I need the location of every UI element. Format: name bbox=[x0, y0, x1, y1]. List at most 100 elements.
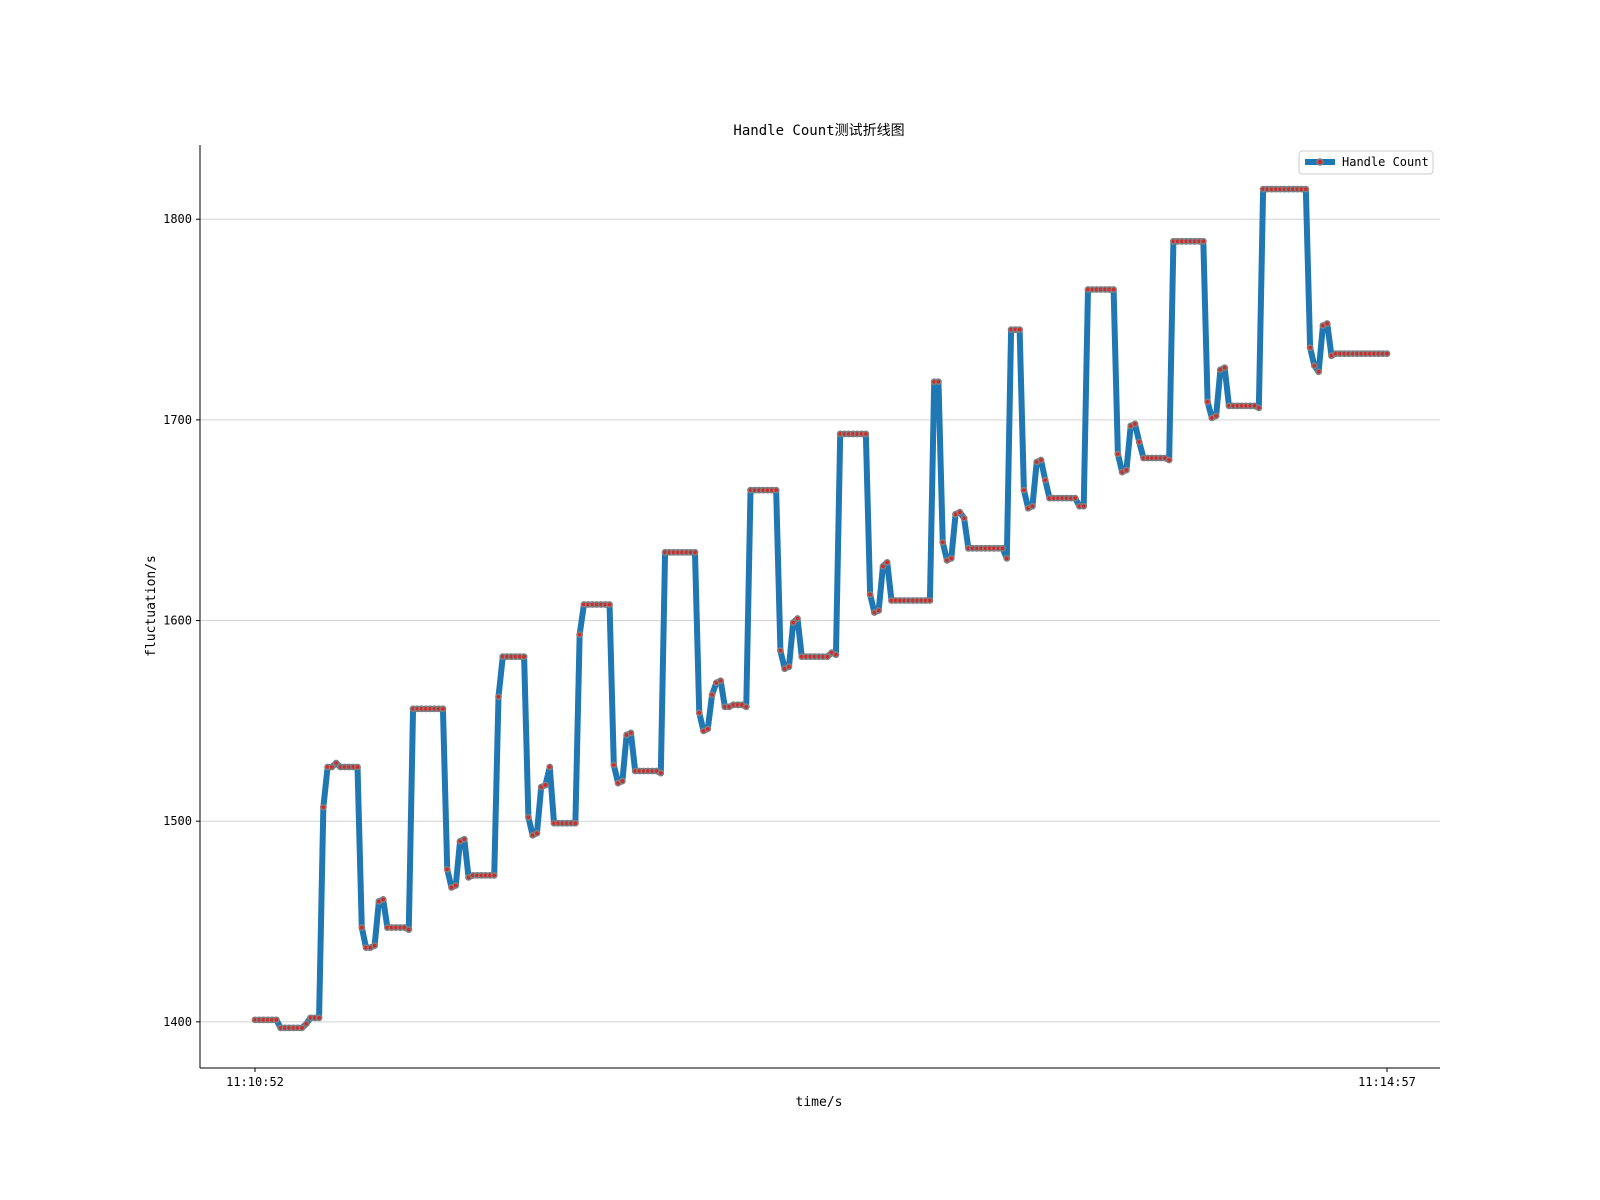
data-point bbox=[610, 761, 618, 769]
x-axis-label: time/s bbox=[796, 1095, 843, 1110]
data-point bbox=[875, 607, 883, 614]
data-point bbox=[789, 619, 797, 626]
data-point bbox=[1016, 326, 1024, 333]
series-line-handle-count bbox=[255, 186, 1387, 1031]
data-point bbox=[1255, 404, 1263, 412]
data-point bbox=[1221, 364, 1229, 372]
data-point bbox=[272, 1016, 280, 1024]
data-point bbox=[1114, 450, 1122, 458]
data-point bbox=[1080, 502, 1088, 510]
data-point bbox=[1383, 350, 1391, 358]
data-point bbox=[832, 651, 840, 659]
data-point bbox=[298, 1024, 306, 1032]
gridlines bbox=[200, 218, 1440, 1023]
data-point bbox=[657, 769, 665, 777]
data-point bbox=[443, 865, 451, 873]
data-point bbox=[939, 538, 947, 546]
legend-marker-swatch bbox=[1316, 158, 1324, 166]
data-point bbox=[717, 677, 725, 685]
data-point bbox=[495, 693, 502, 701]
axes bbox=[199, 145, 1440, 1069]
data-point bbox=[379, 896, 387, 903]
data-point bbox=[883, 558, 891, 566]
data-point bbox=[1029, 502, 1036, 510]
data-point bbox=[533, 829, 541, 837]
data-point bbox=[1306, 344, 1314, 352]
chart-title: Handle Count测试折线图 bbox=[733, 123, 904, 139]
data-point bbox=[1131, 420, 1139, 428]
data-point bbox=[866, 591, 874, 598]
data-point bbox=[708, 691, 716, 699]
data-point bbox=[627, 729, 635, 737]
data-point bbox=[328, 763, 336, 771]
data-point bbox=[879, 562, 887, 570]
data-point bbox=[935, 378, 942, 386]
data-point bbox=[794, 615, 801, 622]
data-point bbox=[742, 703, 750, 711]
data-point bbox=[777, 647, 784, 655]
data-point bbox=[332, 759, 340, 767]
y-tick-label: 1400 bbox=[163, 1015, 192, 1029]
data-point bbox=[358, 924, 366, 931]
data-point bbox=[618, 777, 626, 785]
y-axis-label: fluctuation/s bbox=[144, 555, 159, 657]
data-point bbox=[354, 763, 361, 771]
data-point bbox=[704, 725, 712, 733]
y-tick-label: 1800 bbox=[163, 212, 192, 226]
data-point bbox=[439, 705, 447, 713]
data-point bbox=[824, 653, 831, 661]
data-point bbox=[1212, 412, 1220, 420]
data-point bbox=[960, 514, 968, 522]
data-point bbox=[1071, 494, 1079, 502]
data-point bbox=[460, 835, 468, 843]
y-tick-label: 1500 bbox=[163, 814, 192, 828]
series-handle-count bbox=[251, 185, 1391, 1032]
data-point bbox=[862, 430, 870, 438]
data-point bbox=[956, 508, 964, 516]
data-point bbox=[452, 882, 460, 889]
data-point bbox=[1315, 368, 1323, 376]
data-point bbox=[691, 548, 699, 556]
data-point bbox=[1041, 476, 1049, 484]
data-point bbox=[520, 653, 528, 661]
legend: Handle Count bbox=[1298, 150, 1434, 175]
data-point bbox=[785, 663, 793, 671]
data-point bbox=[1123, 466, 1130, 474]
data-point bbox=[319, 803, 327, 811]
data-point bbox=[1110, 286, 1118, 293]
y-tick-label: 1700 bbox=[163, 413, 192, 427]
data-point bbox=[490, 871, 498, 879]
data-point bbox=[571, 819, 579, 827]
data-point bbox=[695, 709, 703, 717]
data-point bbox=[1302, 185, 1310, 193]
data-point bbox=[772, 486, 780, 494]
data-point bbox=[947, 554, 955, 562]
data-point bbox=[542, 781, 549, 789]
data-point bbox=[1020, 486, 1028, 494]
data-point bbox=[546, 763, 554, 771]
y-ticks: 1400 1500 1600 1700 1800 bbox=[163, 212, 200, 1029]
data-point bbox=[315, 1014, 323, 1022]
data-point bbox=[999, 544, 1006, 552]
data-point bbox=[1165, 456, 1173, 464]
data-point bbox=[1199, 237, 1207, 245]
y-tick-label: 1600 bbox=[163, 614, 192, 628]
data-point bbox=[371, 942, 379, 949]
data-point bbox=[1310, 362, 1318, 370]
data-point bbox=[1003, 554, 1011, 562]
data-point bbox=[1135, 438, 1143, 446]
data-point bbox=[405, 926, 413, 933]
data-point bbox=[524, 813, 532, 821]
x-tick-label: 11:10:52 bbox=[226, 1075, 284, 1089]
x-ticks: 11:10:52 11:14:57 bbox=[226, 1068, 1416, 1089]
legend-box bbox=[1298, 150, 1434, 175]
data-point bbox=[1037, 456, 1045, 464]
data-point bbox=[926, 597, 934, 604]
data-point bbox=[606, 601, 613, 608]
legend-label-handle-count: Handle Count bbox=[1342, 155, 1429, 169]
x-tick-label: 11:14:57 bbox=[1358, 1075, 1416, 1089]
data-point bbox=[576, 631, 584, 638]
data-point bbox=[1323, 320, 1331, 327]
data-point bbox=[302, 1020, 310, 1028]
